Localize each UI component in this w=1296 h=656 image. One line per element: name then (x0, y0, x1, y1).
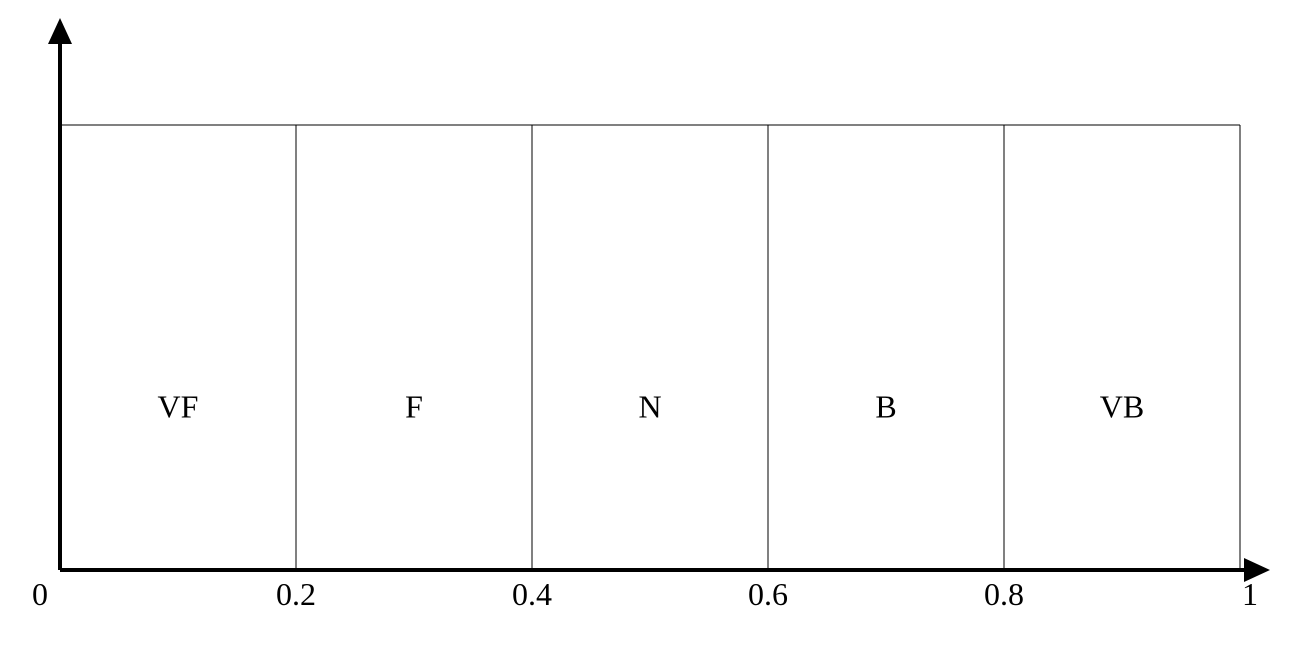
membership-diagram: VF F N B VB 0 0.2 0.4 0.6 0.8 1 (20, 10, 1280, 630)
x-tick-label: 0 (32, 576, 48, 612)
x-tick-label: 0.8 (984, 576, 1024, 612)
diagram-svg: VF F N B VB 0 0.2 0.4 0.6 0.8 1 (20, 10, 1280, 630)
x-tick-label: 1 (1242, 576, 1258, 612)
x-tick-label: 0.4 (512, 576, 552, 612)
region-label: VB (1100, 388, 1144, 424)
region-label: VF (158, 388, 199, 424)
x-tick-label: 0.6 (748, 576, 788, 612)
region-label: N (638, 388, 661, 424)
region-label: B (875, 388, 896, 424)
region-label: F (405, 388, 423, 424)
x-tick-label: 0.2 (276, 576, 316, 612)
y-axis-arrow (48, 18, 72, 44)
